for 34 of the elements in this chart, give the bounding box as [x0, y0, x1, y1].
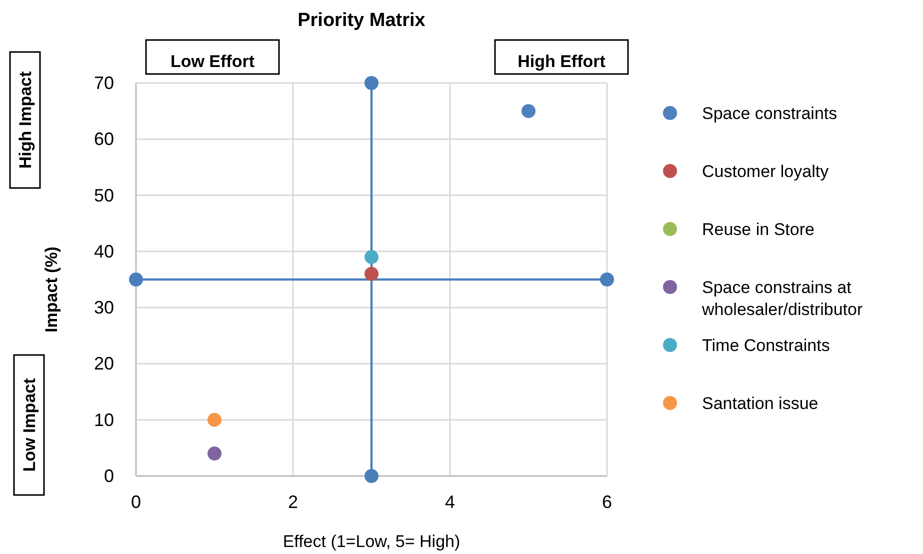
legend-label: Space constrains at wholesaler/distributor: [701, 278, 863, 319]
y-tick-label: 10: [94, 410, 114, 430]
text: Low Effort: [170, 52, 255, 71]
point: [208, 446, 222, 461]
x-axis-title: Effect (1=Low, 5= High): [282, 532, 460, 551]
x-tick-label: 6: [602, 492, 612, 512]
text: Low Impact: [20, 378, 39, 472]
y-tick-label: 50: [94, 185, 114, 206]
legend-label: Customer loyalty: [702, 162, 830, 181]
point: [364, 250, 378, 264]
point: [364, 266, 378, 281]
y-tick-label: 70: [94, 73, 114, 93]
y-tick-label: 40: [94, 241, 114, 262]
legend-label: Space constraints: [702, 104, 838, 123]
chart-title: Priority Matrix: [298, 10, 426, 31]
text: High Impact: [16, 71, 35, 169]
text: High Effort: [518, 52, 606, 71]
x-tick-label: 4: [444, 492, 456, 512]
point: [522, 104, 536, 118]
point: [600, 272, 614, 286]
y-tick-label: 30: [94, 298, 114, 318]
y-axis-title: Impact (%): [42, 246, 61, 332]
legend-label: Santation issue: [702, 394, 818, 413]
y-tick-label: 60: [94, 129, 114, 150]
y-tick-label: 0: [104, 466, 114, 486]
point: [364, 469, 378, 483]
x-tick-label: 2: [288, 492, 298, 512]
legend-label: Time Constraints: [702, 336, 830, 355]
point: [208, 412, 222, 427]
legend-label: Reuse in Store: [702, 220, 814, 239]
y-tick-label: 20: [94, 354, 114, 374]
x-tick-label: 0: [130, 492, 142, 512]
point: [129, 272, 143, 286]
point: [364, 76, 378, 90]
